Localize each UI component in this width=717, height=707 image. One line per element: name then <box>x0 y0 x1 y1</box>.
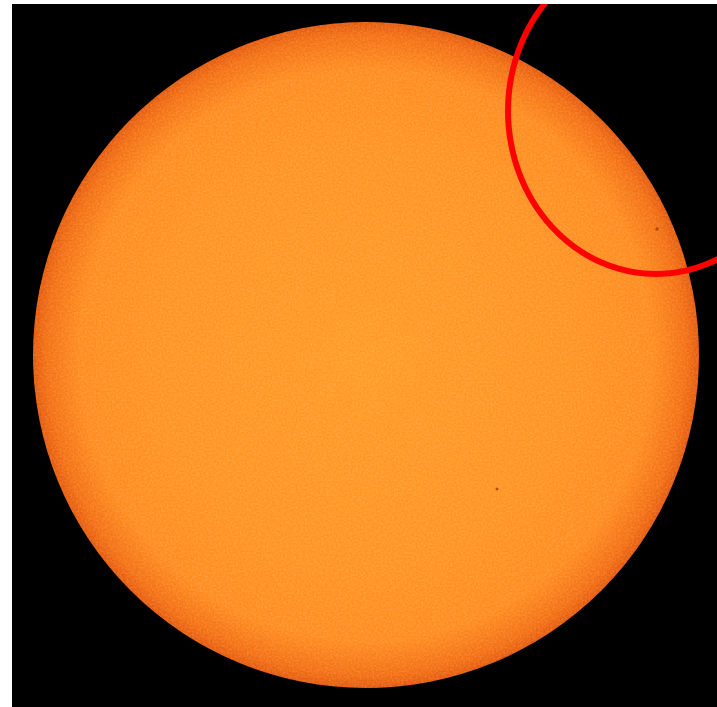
sunspot-marker <box>495 487 499 491</box>
solar-granulation-texture <box>33 22 699 688</box>
sunspot-marker <box>655 227 659 231</box>
highlight-circle <box>505 4 717 277</box>
